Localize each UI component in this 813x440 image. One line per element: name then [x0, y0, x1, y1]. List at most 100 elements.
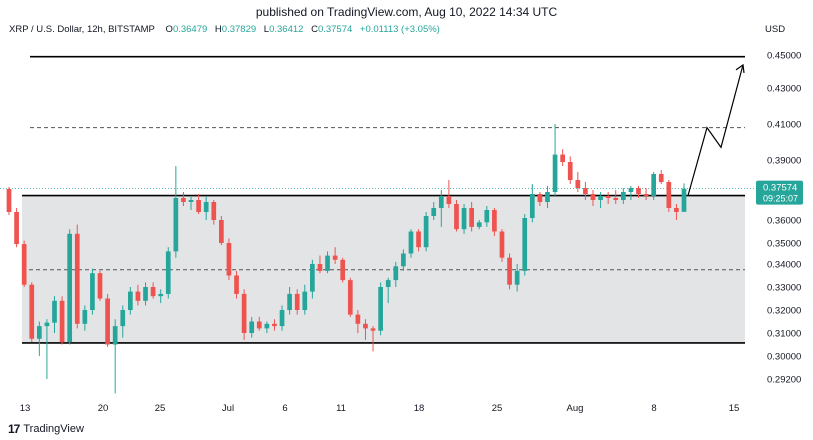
candle-body: [14, 212, 19, 245]
candle-body: [181, 198, 186, 202]
currency-label: USD: [765, 24, 786, 35]
candle-body: [613, 198, 619, 200]
footer-brand: TradingView: [23, 423, 84, 435]
price-tag-countdown: 09:25:07: [763, 194, 798, 204]
candle-body: [264, 323, 270, 329]
high-label: H: [214, 24, 222, 35]
candle-body: [347, 280, 353, 315]
candle-body: [363, 323, 368, 329]
candle-body: [188, 200, 194, 202]
projection-arrowhead: [735, 63, 745, 73]
candle-body: [674, 208, 679, 212]
open-label: O: [165, 24, 173, 35]
y-tick-label: 0.41000: [767, 120, 801, 131]
candle-body: [514, 270, 520, 285]
candle-body: [370, 328, 376, 331]
symbol-name[interactable]: XRP / U.S. Dollar, 12h, BITSTAMP: [9, 24, 155, 35]
candle-body: [52, 300, 57, 323]
candle-body: [537, 194, 543, 202]
y-tick-label: 0.32000: [767, 306, 801, 317]
candle-body: [651, 174, 657, 196]
candle-body: [150, 287, 156, 297]
projection-arrow: [687, 63, 745, 196]
y-tick-label: 0.39000: [767, 156, 801, 167]
candle-body: [658, 174, 664, 182]
candle-body: [643, 194, 649, 196]
candle-body: [461, 208, 467, 230]
candle-body: [454, 204, 459, 230]
tradingview-footer[interactable]: 17 TradingView: [8, 422, 84, 436]
range-box: [22, 195, 745, 343]
x-tick-label: Aug: [567, 403, 584, 414]
x-tick-label: 25: [155, 403, 166, 414]
candle-body: [74, 233, 80, 324]
candle-body: [173, 198, 179, 252]
candle-body: [560, 154, 566, 162]
candle-body: [605, 196, 611, 198]
candle-body: [552, 154, 558, 192]
x-tick-label: 13: [20, 403, 31, 414]
candle-body: [211, 202, 217, 220]
candle-body: [317, 264, 323, 271]
candle-body: [203, 202, 209, 212]
candle-body: [438, 196, 444, 208]
x-tick-label: 18: [414, 403, 425, 414]
candle-body: [249, 321, 255, 333]
candle-body: [590, 194, 596, 200]
candle-body: [385, 280, 391, 287]
candle-body: [499, 231, 505, 258]
y-tick-label: 0.43000: [767, 84, 801, 95]
low-label: L: [263, 24, 270, 35]
candle-body: [302, 291, 308, 310]
candle-body: [97, 273, 103, 299]
close-value: 0.37574: [317, 24, 353, 35]
candle-body: [666, 182, 672, 208]
candle-body: [143, 287, 148, 301]
candle-body: [105, 298, 110, 345]
candle-body: [165, 251, 171, 294]
y-tick-label: 0.45000: [767, 51, 801, 62]
candle-body: [325, 255, 330, 271]
y-tick-label: 0.33000: [767, 283, 801, 294]
y-tick-label: 0.36000: [767, 216, 801, 227]
candle-body: [469, 208, 474, 227]
x-tick-label: 25: [492, 403, 503, 414]
candle-body: [294, 293, 300, 310]
candle-body: [310, 264, 315, 292]
candle-body: [226, 243, 232, 276]
candle-body: [90, 273, 95, 310]
candle-body: [6, 189, 12, 212]
candle-body: [29, 284, 35, 339]
candle-body: [583, 188, 588, 194]
y-tick-label: 0.35000: [767, 239, 801, 250]
candle-body: [492, 210, 497, 232]
y-tick-label: 0.29200: [767, 375, 801, 386]
candle-body: [393, 266, 399, 281]
candle-body: [135, 291, 141, 301]
candle-body: [127, 291, 133, 310]
candle-body: [507, 257, 512, 285]
candle-body: [82, 310, 88, 324]
x-axis: 13 20 25 Jul 6 11 18 25 Aug 8 15: [20, 403, 740, 414]
x-tick-label: 8: [651, 403, 656, 414]
candle-body: [36, 326, 42, 339]
candle-body: [112, 326, 118, 345]
candle-body: [287, 293, 292, 310]
candle-body: [636, 188, 641, 194]
candle-body: [446, 196, 452, 204]
candle-body: [272, 323, 277, 327]
candle-body: [67, 233, 73, 343]
candle-body: [476, 222, 482, 227]
candles: [6, 124, 687, 394]
candle-body: [234, 275, 239, 294]
candle-body: [628, 188, 634, 192]
close-label: C: [311, 24, 318, 35]
high-value: 0.37829: [221, 24, 257, 35]
candle-body: [59, 300, 65, 343]
candle-body: [219, 220, 224, 243]
y-tick-label: 0.34000: [767, 260, 801, 271]
candle-body: [431, 208, 437, 216]
candle-body: [567, 162, 573, 180]
